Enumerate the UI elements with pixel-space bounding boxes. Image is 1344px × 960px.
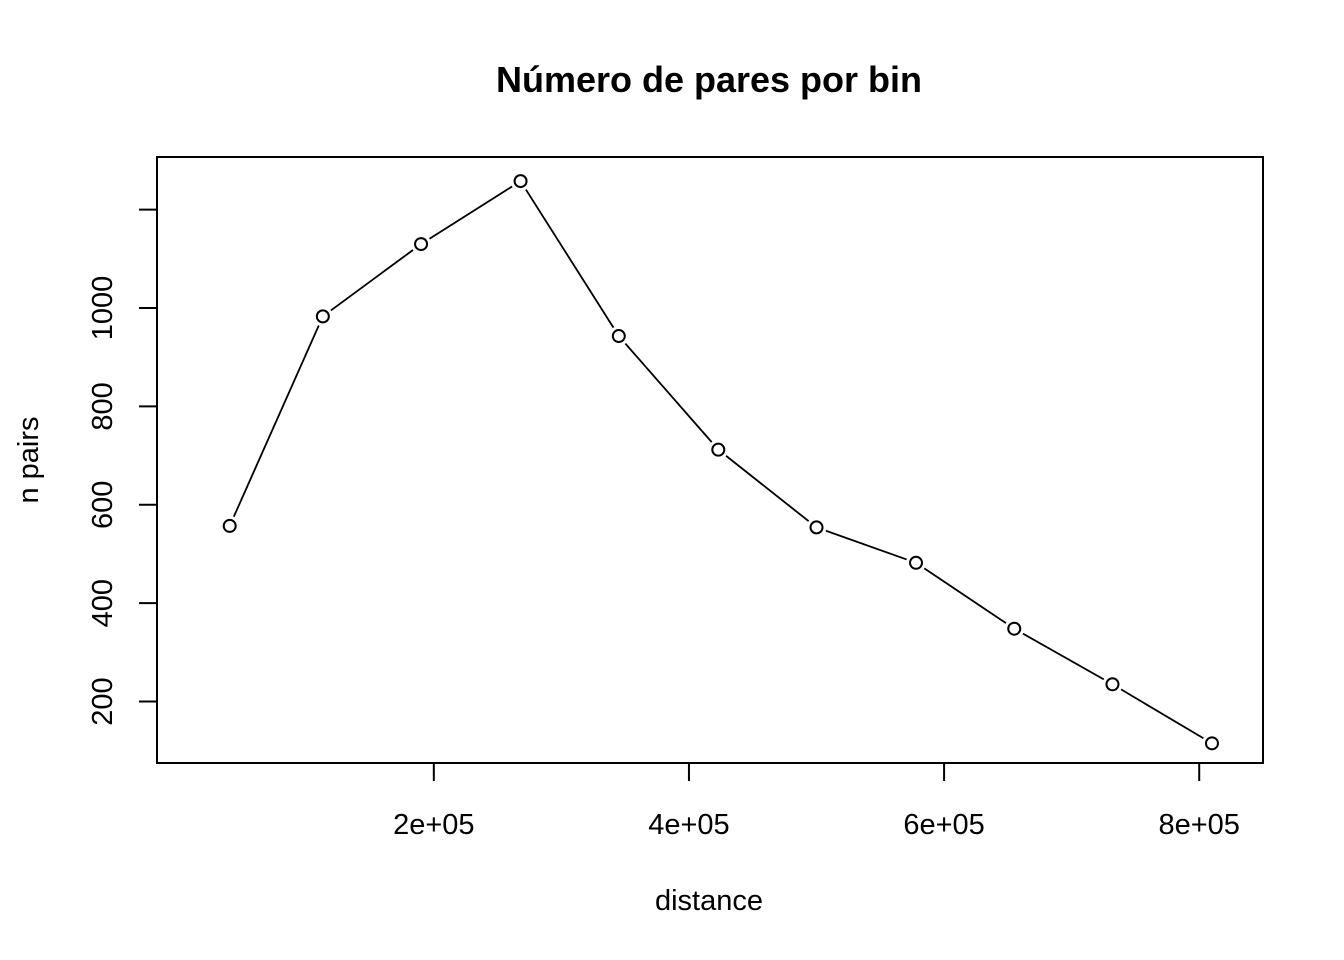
x-tick-label: 2e+05 [393, 809, 474, 841]
x-axis-label: distance [655, 885, 763, 917]
series-line-segment [232, 325, 320, 518]
y-axis-label: n pairs [13, 416, 45, 503]
x-tick-label: 8e+05 [1158, 809, 1239, 841]
data-point [1105, 677, 1120, 692]
x-tick-label: 6e+05 [903, 809, 984, 841]
data-point [1007, 621, 1022, 636]
x-tick-label: 4e+05 [648, 809, 729, 841]
data-point [222, 518, 237, 533]
data-series [222, 174, 1219, 751]
series-line-segment [923, 567, 1007, 624]
data-point [1204, 736, 1219, 751]
data-point [315, 309, 330, 324]
series-line-segment [825, 529, 907, 561]
data-point [909, 555, 924, 570]
series-line-segment [330, 249, 414, 312]
series-line-segment [1022, 632, 1105, 681]
series-line-segment [1120, 688, 1204, 739]
y-tick-label: 400 [87, 579, 119, 627]
chart-title: Número de pares por bin [496, 59, 922, 100]
data-point [414, 237, 429, 252]
y-axis: 200 400 600 800 1000 [87, 208, 158, 726]
series-line-segment [624, 342, 713, 443]
data-point [809, 520, 824, 535]
data-point [513, 174, 528, 189]
data-point [611, 329, 626, 344]
x-axis: 2e+05 4e+05 6e+05 8e+05 [393, 762, 1240, 841]
series-line-segment [725, 455, 810, 522]
data-point [711, 442, 726, 457]
series-line-segment [525, 189, 615, 329]
y-tick-label: 1000 [87, 276, 119, 341]
y-tick-label: 600 [87, 481, 119, 529]
y-tick-label: 800 [87, 382, 119, 430]
y-tick-label: 200 [87, 677, 119, 725]
plot-frame [156, 156, 1264, 764]
series-line-segment [429, 185, 513, 240]
